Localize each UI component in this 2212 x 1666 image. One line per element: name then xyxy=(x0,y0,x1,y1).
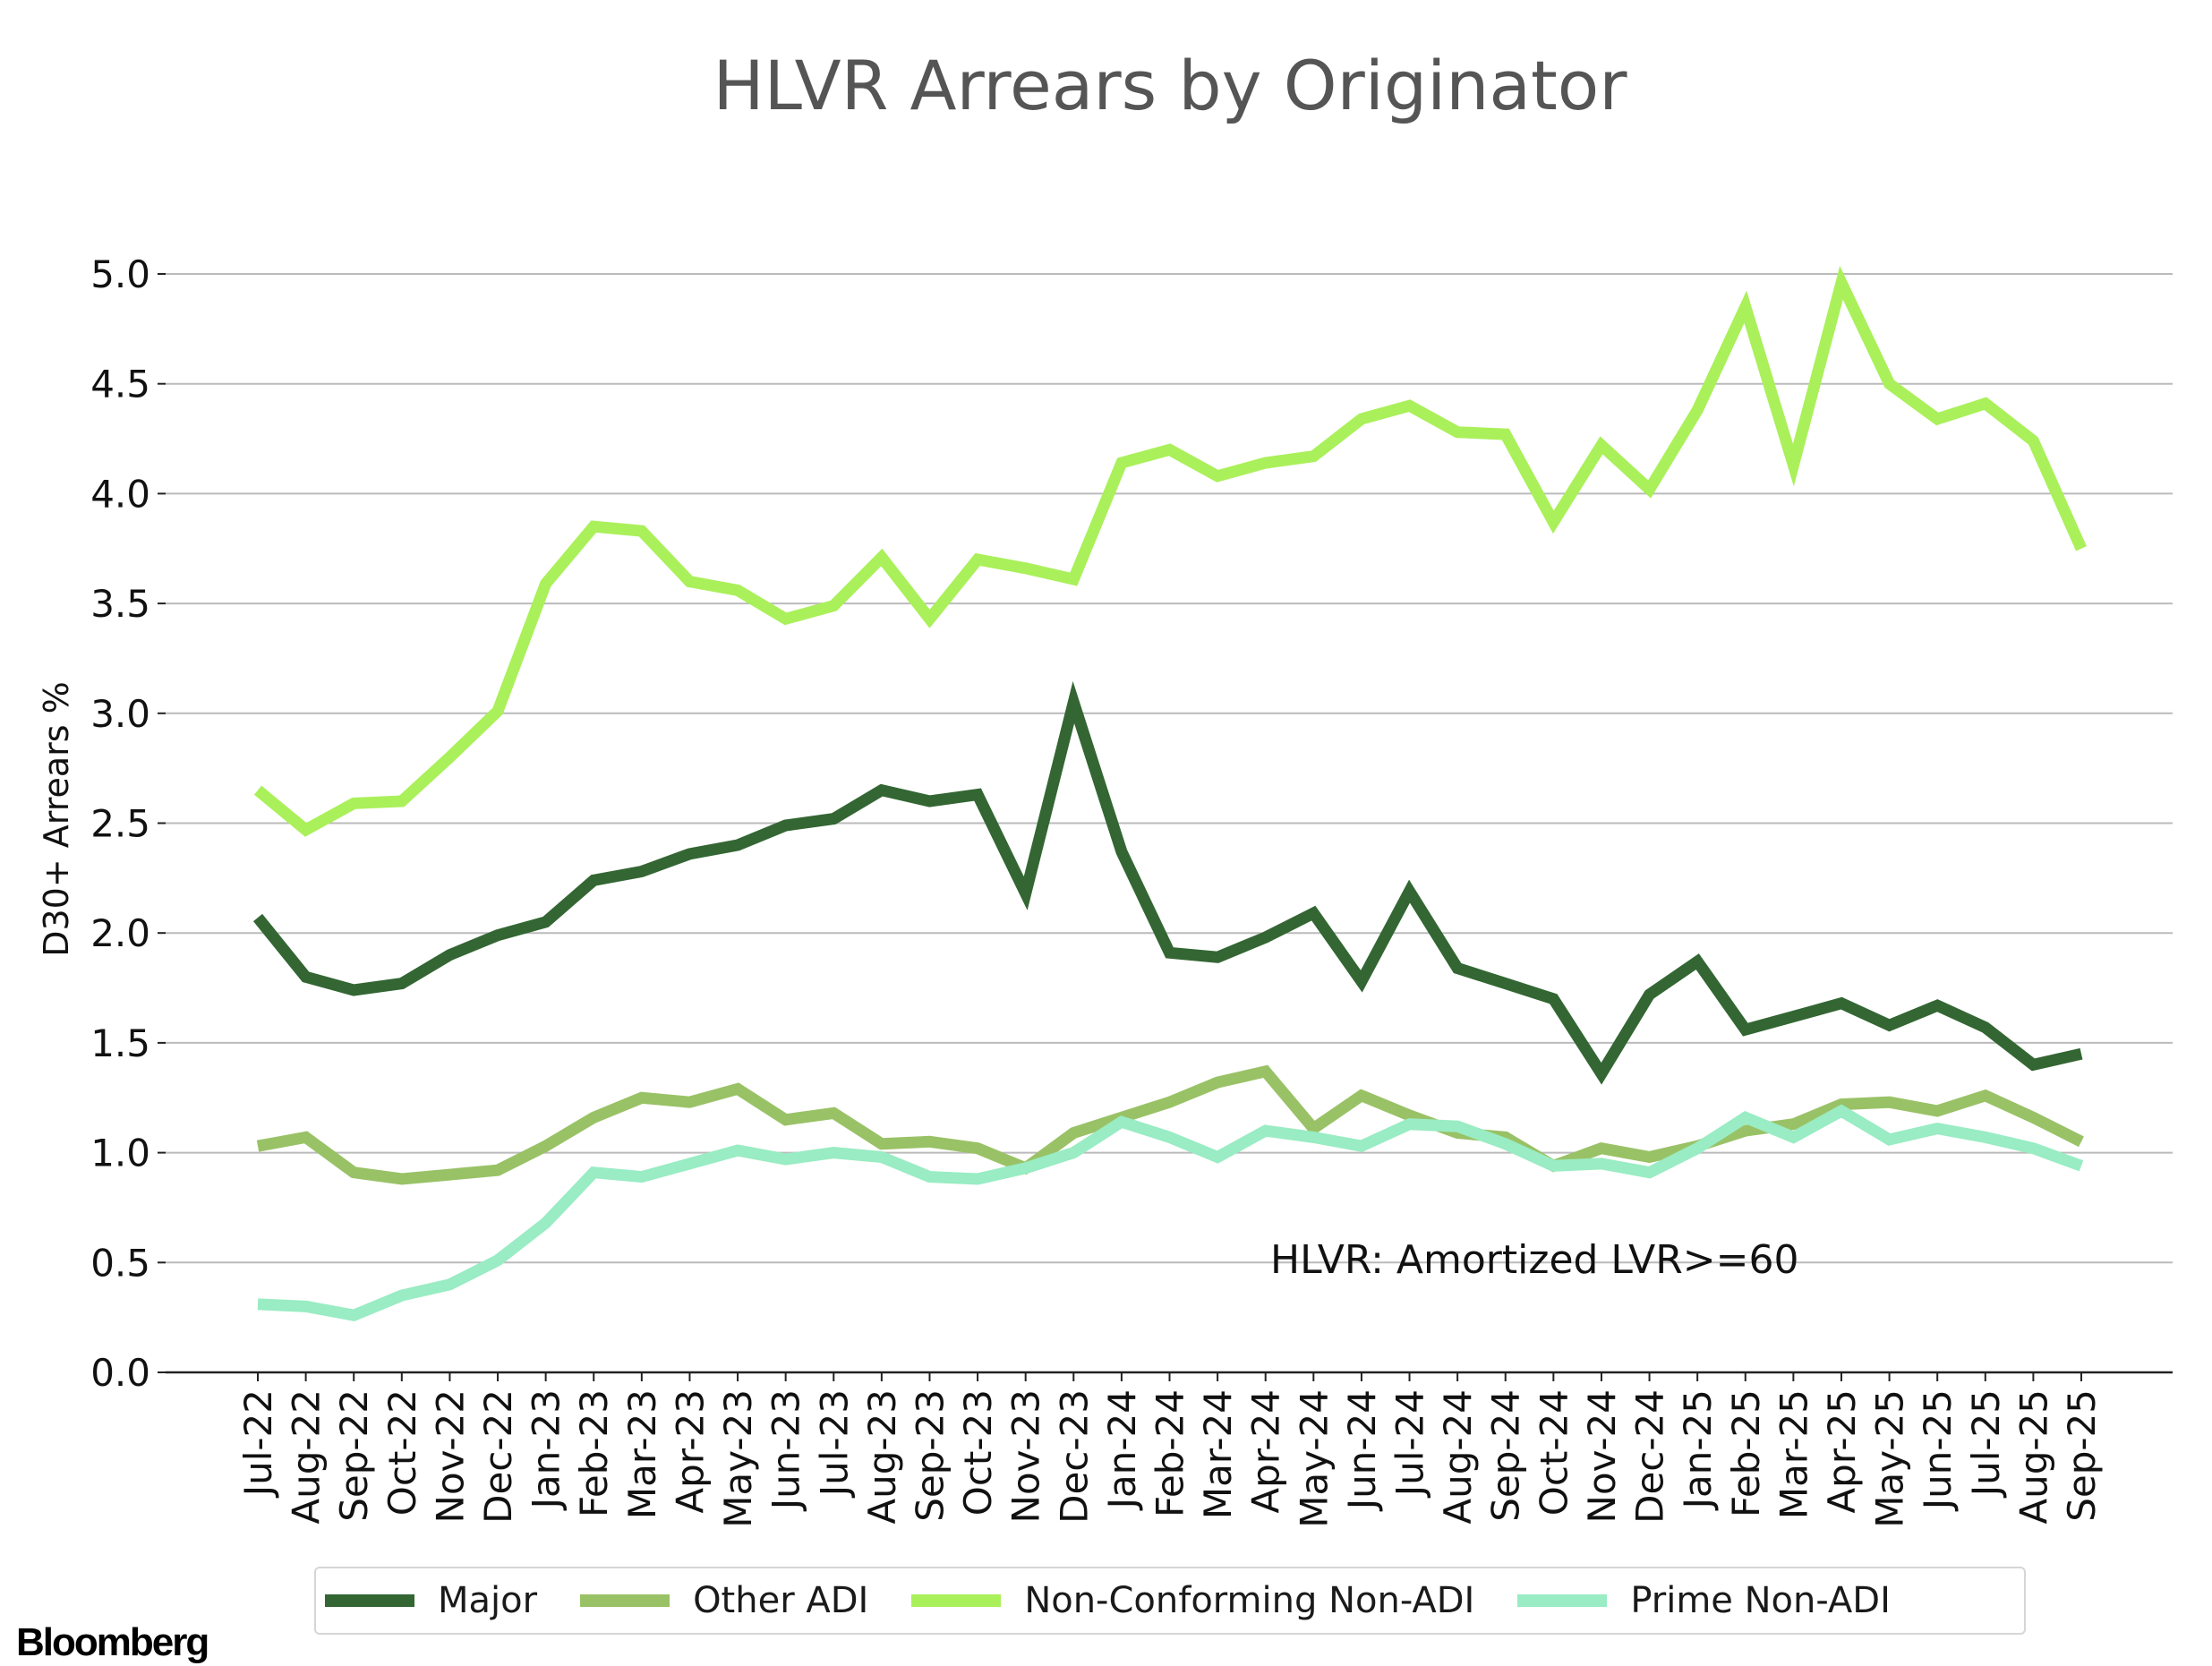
x-tick-label: Aug-24 xyxy=(1436,1389,1480,1525)
x-tick-label: Mar-25 xyxy=(1772,1389,1815,1519)
gridlines xyxy=(166,273,2173,1264)
x-tick-label: Aug-22 xyxy=(285,1389,329,1525)
x-tick-label: Nov-22 xyxy=(428,1389,472,1523)
x-tick-label: Apr-24 xyxy=(1244,1389,1288,1514)
y-tick-label: 1.5 xyxy=(90,1021,150,1065)
x-tick-label: Jul-25 xyxy=(1964,1389,2008,1499)
chart-annotation: HLVR: Amortized LVR>=60 xyxy=(1270,1237,1799,1283)
y-axis-ticks: 0.0 0.5 1.0 1.5 2.0 2.5 3.0 3.5 4.0 4.5 5.0 xyxy=(90,252,166,1395)
legend-swatch-major xyxy=(325,1594,414,1607)
legend-label-other-adi: Other ADI xyxy=(693,1580,869,1621)
y-tick-label: 0.5 xyxy=(90,1241,150,1285)
y-tick-label: 5.0 xyxy=(90,252,150,296)
legend: Major Other ADI Non-Conforming Non-ADI P… xyxy=(314,1567,2026,1635)
legend-label-non-conforming: Non-Conforming Non-ADI xyxy=(1024,1580,1475,1621)
x-tick-label: Mar-23 xyxy=(620,1389,664,1519)
x-tick-label: Dec-23 xyxy=(1052,1389,1096,1524)
y-tick-label: 3.0 xyxy=(90,692,150,736)
x-tick-label: Feb-24 xyxy=(1149,1389,1192,1517)
x-tick-label: May-25 xyxy=(1868,1389,1912,1528)
x-tick-label: Jan-23 xyxy=(525,1389,568,1511)
x-tick-label: Jul-24 xyxy=(1388,1389,1432,1499)
x-tick-label: Nov-24 xyxy=(1580,1389,1624,1523)
x-tick-label: Jan-24 xyxy=(1100,1389,1144,1511)
x-tick-label: Feb-25 xyxy=(1724,1389,1768,1517)
legend-swatch-prime-non-adi xyxy=(1517,1594,1608,1607)
legend-item-other-adi: Other ADI xyxy=(580,1580,868,1621)
series-line-prime-non-adi xyxy=(257,1104,2084,1321)
x-tick-label: Apr-25 xyxy=(1820,1389,1864,1514)
x-tick-label: Dec-24 xyxy=(1628,1389,1672,1524)
legend-swatch-other-adi xyxy=(580,1594,670,1607)
x-tick-label: Aug-25 xyxy=(2011,1389,2055,1525)
x-tick-label: Sep-23 xyxy=(908,1389,952,1522)
series-line-non-conforming-non-adi xyxy=(253,265,2087,837)
y-tick-label: 2.5 xyxy=(90,802,150,846)
legend-label-major: Major xyxy=(438,1580,538,1621)
bloomberg-logo: Bloomberg xyxy=(16,1620,209,1664)
x-tick-label: Sep-25 xyxy=(2060,1389,2104,1522)
x-tick-label: Sep-22 xyxy=(332,1389,376,1522)
x-tick-label: Jul-23 xyxy=(812,1389,856,1499)
chart-title: HLVR Arrears by Originator xyxy=(713,46,1627,125)
y-tick-label: 1.0 xyxy=(90,1132,150,1175)
x-tick-label: May-23 xyxy=(716,1389,760,1528)
x-tick-label: Sep-24 xyxy=(1484,1389,1528,1522)
series-lines xyxy=(252,265,2087,1321)
legend-item-major: Major xyxy=(325,1580,537,1621)
x-tick-label: May-24 xyxy=(1292,1389,1336,1528)
series-line-major xyxy=(252,680,2083,1085)
x-tick-label: Feb-23 xyxy=(572,1389,616,1517)
x-tick-label: Oct-22 xyxy=(380,1389,424,1516)
x-tick-label: Oct-24 xyxy=(1532,1389,1576,1516)
y-axis-label: D30+ Arrears % xyxy=(37,681,76,957)
x-tick-label: Apr-23 xyxy=(668,1389,712,1514)
x-tick-label: Dec-22 xyxy=(476,1389,520,1524)
x-tick-label: Nov-23 xyxy=(1004,1389,1048,1523)
x-axis-ticks: Jul-22 Aug-22 Sep-22 Oct-22 Nov-22 Dec-22 Jan-… xyxy=(236,1372,2104,1528)
y-tick-label: 4.5 xyxy=(90,363,150,406)
y-tick-label: 2.0 xyxy=(90,911,150,955)
x-tick-label: Jan-25 xyxy=(1676,1389,1720,1511)
y-tick-label: 4.0 xyxy=(90,472,150,516)
x-tick-label: Jun-25 xyxy=(1916,1389,1960,1512)
x-tick-label: Aug-23 xyxy=(860,1389,904,1525)
x-tick-label: Jun-24 xyxy=(1340,1389,1384,1512)
x-tick-label: Jun-23 xyxy=(764,1389,808,1512)
y-tick-label: 3.5 xyxy=(90,582,150,626)
legend-swatch-non-conforming xyxy=(911,1594,1002,1607)
x-tick-label: Mar-24 xyxy=(1196,1389,1240,1519)
x-tick-label: Jul-22 xyxy=(236,1389,280,1499)
y-tick-label: 0.0 xyxy=(90,1351,150,1395)
legend-item-prime-non-adi: Prime Non-ADI xyxy=(1517,1580,1891,1621)
legend-label-prime-non-adi: Prime Non-ADI xyxy=(1630,1580,1891,1621)
x-tick-label: Oct-23 xyxy=(956,1389,1000,1516)
legend-item-non-conforming: Non-Conforming Non-ADI xyxy=(911,1580,1474,1621)
